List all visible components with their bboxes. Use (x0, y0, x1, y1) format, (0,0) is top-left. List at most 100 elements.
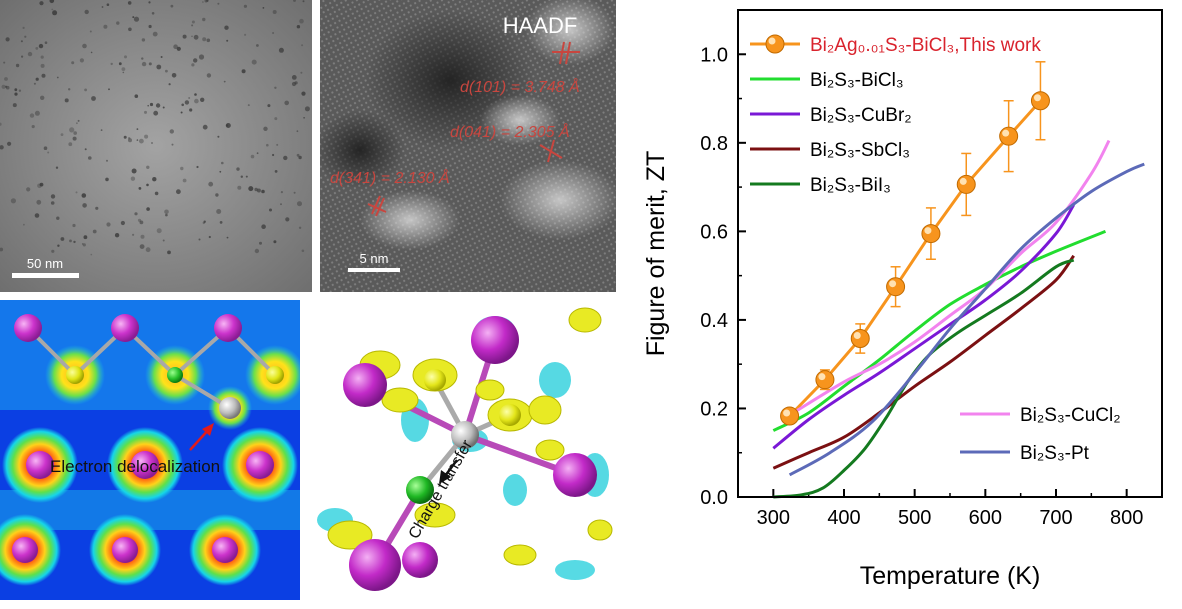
nanoparticle-dot (204, 0, 208, 3)
zt-temperature-chart: 300 400 500 600 700 800 0.0 0.2 0.4 0.6 0.8 1.0 Bi₂… (642, 9, 1163, 590)
plot-frame (737, 9, 1163, 498)
nanoparticle-dot (76, 122, 78, 125)
nanoparticle-dot (245, 175, 248, 178)
nanoparticle-dot (133, 16, 140, 22)
nanoparticle-dot (95, 206, 99, 210)
nanoparticle-dot (244, 33, 247, 36)
y-tick-label: 0.4 (700, 310, 728, 332)
nanoparticle-dot (136, 128, 139, 131)
nanoparticle-dot (272, 10, 277, 14)
nanoparticle-dot (251, 59, 257, 65)
nanoparticle-dot (90, 253, 93, 256)
tem-scale-bar (12, 273, 79, 278)
nanoparticle-dot (298, 226, 302, 229)
nanoparticle-dot (208, 235, 211, 239)
nanoparticle-dot (56, 76, 59, 79)
nanoparticle-dot (128, 27, 132, 32)
nanoparticle-dot (138, 187, 142, 190)
nanoparticle-dot (34, 213, 40, 218)
nanoparticle-dot (217, 2, 220, 5)
nanoparticle-dot (50, 201, 55, 205)
nanoparticle-dot (106, 222, 111, 227)
nanoparticle-dot (198, 54, 205, 60)
nanoparticle-dot (180, 111, 183, 114)
nanoparticle-dot (84, 148, 87, 151)
nanoparticle-dot (226, 39, 229, 42)
nanoparticle-dot (191, 24, 194, 27)
nanoparticle-dot (72, 223, 76, 228)
legend-label-bii3: Bi₂S₃-BiI₃ (810, 175, 891, 196)
nanoparticle-dot (39, 1, 44, 6)
nanoparticle-dot (266, 143, 269, 147)
nanoparticle-dot (124, 55, 127, 59)
nanoparticle-dot (241, 69, 246, 74)
nanoparticle-dot (5, 37, 10, 42)
nanoparticle-dot (193, 58, 198, 63)
nanoparticle-dot (165, 213, 168, 217)
chart-markers (780, 61, 1050, 426)
nanoparticle-dot (194, 93, 197, 96)
charge-transfer-panel: Charge transfer (305, 300, 615, 600)
nanoparticle-dot (302, 0, 305, 3)
nanoparticle-dot (68, 88, 71, 91)
nanoparticle-dot (152, 177, 157, 182)
density-lobes (0, 345, 300, 586)
nanoparticle-dot (171, 143, 174, 146)
nanoparticle-dot (3, 61, 6, 64)
nanoparticle-dot (173, 44, 178, 49)
nanoparticle-dot (298, 155, 302, 160)
nanoparticle-dot (296, 25, 301, 29)
nanoparticle-dot (116, 21, 120, 25)
nanoparticle-dot (22, 26, 25, 29)
nanoparticle-dot (202, 37, 207, 42)
nanoparticle-dot (256, 152, 259, 155)
nanoparticle-dot (219, 221, 223, 224)
nanoparticle-dot (51, 8, 54, 11)
nanoparticle-dot (100, 129, 103, 132)
series-line-bicl3 (772, 230, 1107, 432)
nanoparticle-dot (51, 249, 55, 253)
nanoparticle-dot (0, 145, 4, 150)
nanoparticle-dot (256, 44, 259, 47)
legend-marker-highlight (768, 37, 776, 45)
nanoparticle-dot (132, 16, 135, 19)
nanoparticle-dot (208, 181, 214, 187)
nanoparticle-dot (280, 203, 282, 206)
yellow-isosurfaces (327, 307, 613, 566)
nanoparticle-dot (15, 63, 20, 68)
data-point (921, 224, 941, 244)
y-tick-label: 0.2 (700, 398, 728, 420)
haadf-title: HAADF (503, 13, 578, 38)
nanoparticle-dot (36, 199, 42, 205)
legend-label-cucl2: Bi₂S₃-CuCl₂ (1020, 405, 1121, 426)
nanoparticle-dot (156, 64, 162, 70)
data-point-highlight (818, 373, 826, 381)
nanoparticle-dot (146, 183, 149, 187)
nanoparticle-dot (140, 234, 145, 239)
nanoparticle-dot (81, 243, 84, 245)
zt-chart-panel: 300 400 500 600 700 800 0.0 0.2 0.4 0.6 0.8 1.0 Bi₂… (620, 0, 1182, 609)
nanoparticle-dot (82, 203, 87, 208)
nanoparticle-dot (254, 248, 260, 254)
data-point-highlight (1002, 129, 1010, 137)
data-point-highlight (783, 409, 791, 417)
nanoparticle-dot (106, 159, 108, 162)
nanoparticle-dot (40, 95, 45, 101)
nanoparticle-dot (188, 97, 191, 99)
charge-transfer-arrow (439, 459, 458, 484)
nanoparticle-dot (148, 24, 152, 29)
nanoparticle-dot (296, 130, 299, 133)
nanoparticle-dot (82, 43, 87, 49)
data-point (886, 277, 906, 297)
nanoparticle-dot (219, 170, 222, 173)
nanoparticle-dot (269, 208, 272, 212)
nanoparticle-dot (176, 46, 181, 51)
nanoparticle-dot (21, 55, 24, 58)
nanoparticle-dot (147, 104, 149, 107)
nanoparticle-dot (141, 57, 144, 60)
nanoparticle-dot (304, 106, 310, 112)
nanoparticle-dot (64, 98, 69, 103)
nanoparticle-dot (280, 191, 283, 194)
nanoparticle-dot (73, 131, 77, 135)
nanoparticle-dot (146, 165, 150, 169)
